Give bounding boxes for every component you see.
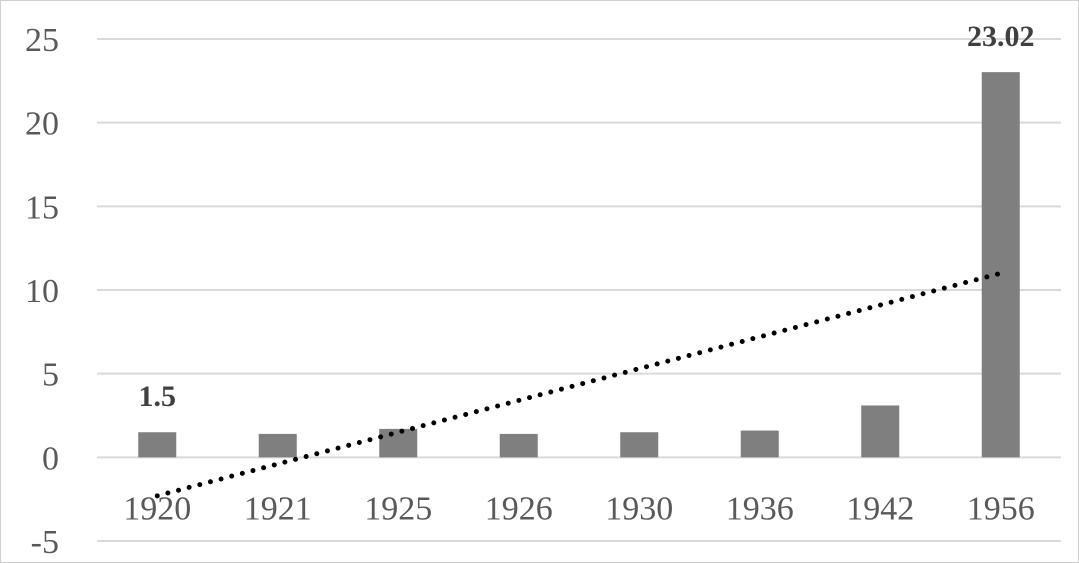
gridlines xyxy=(97,38,1061,542)
data-label-1920: 1.5 xyxy=(139,380,177,413)
y-tick-label: -5 xyxy=(31,524,59,561)
bar-1936 xyxy=(740,430,779,458)
y-tick-label: 15 xyxy=(25,189,59,226)
bar-1921 xyxy=(258,433,297,458)
trendline xyxy=(154,270,1004,499)
bar-1942 xyxy=(861,405,900,458)
x-tick-label: 1926 xyxy=(485,490,553,527)
y-tick-label: 0 xyxy=(42,440,59,477)
y-tick-label: 10 xyxy=(25,273,59,310)
y-tick-label: 5 xyxy=(42,357,59,394)
x-tick-label: 1956 xyxy=(967,490,1035,527)
x-tick-label: 1925 xyxy=(364,490,432,527)
x-tick-label: 1936 xyxy=(726,490,794,527)
bar-1926 xyxy=(499,433,538,458)
y-tick-label: 20 xyxy=(25,106,59,143)
bar-1925 xyxy=(379,428,418,458)
data-label-1956: 23.02 xyxy=(967,20,1035,53)
y-tick-label: 25 xyxy=(25,22,59,59)
data-labels: 1.5 23.02 xyxy=(139,20,1035,413)
bars xyxy=(138,72,1020,458)
bar-1920 xyxy=(138,432,177,458)
bar-1930 xyxy=(620,432,659,458)
x-tick-label: 1942 xyxy=(846,490,914,527)
x-axis-ticks: 1920 1921 1925 1926 1930 1936 1942 1956 xyxy=(123,490,1035,527)
x-tick-label: 1921 xyxy=(244,490,312,527)
y-axis-ticks: -5 0 5 10 15 20 25 xyxy=(25,22,59,561)
bar-1956 xyxy=(981,72,1020,458)
x-tick-label: 1930 xyxy=(605,490,673,527)
trendline-group xyxy=(154,270,1004,499)
